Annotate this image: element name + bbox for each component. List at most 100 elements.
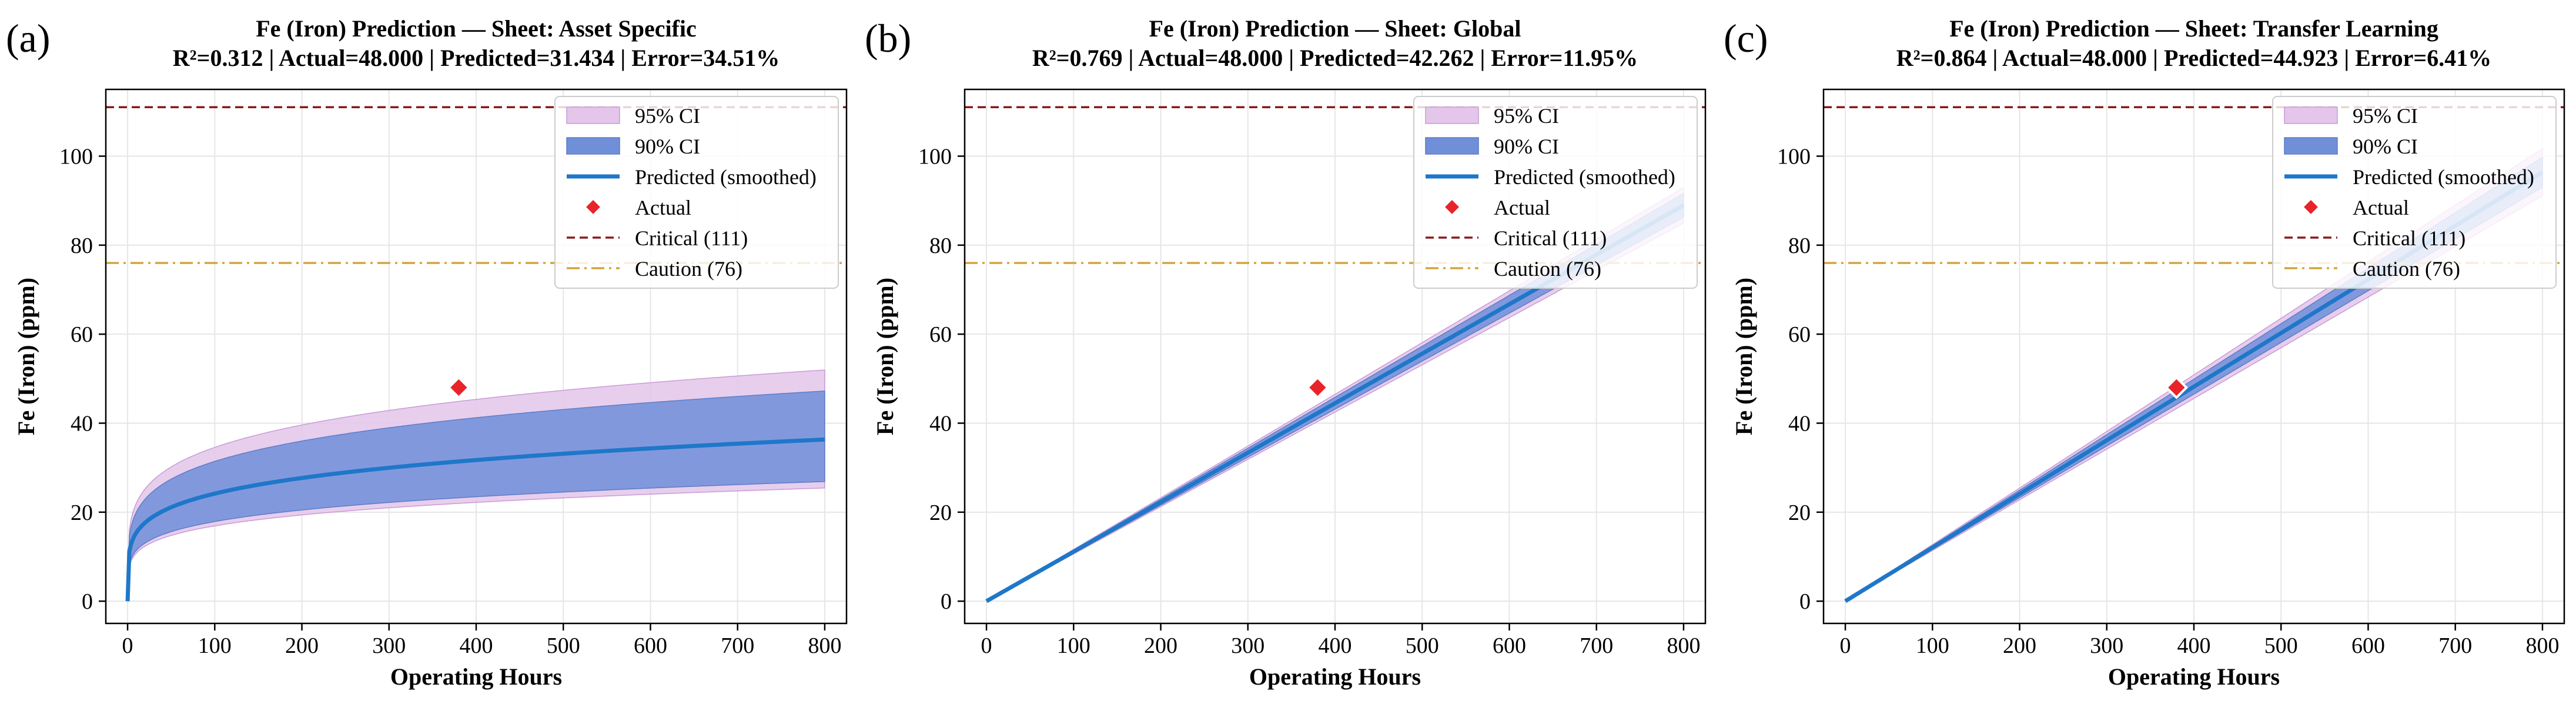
y-tick-label: 80	[71, 233, 93, 258]
x-tick-label: 0	[1840, 633, 1851, 658]
x-tick-label: 700	[721, 633, 754, 658]
legend-label: 90% CI	[635, 135, 700, 158]
chart-svg-b: (b) Fe (Iron) Prediction — Sheet: Global R…	[865, 15, 1707, 690]
chart-title: Fe (Iron) Prediction — Sheet: Asset Spec…	[256, 15, 697, 42]
x-tick-label: 300	[2090, 633, 2123, 658]
legend-swatch-ci95	[1425, 106, 1479, 124]
legend-label: Actual	[635, 196, 691, 219]
x-tick-label: 200	[1144, 633, 1177, 658]
legend-label: 90% CI	[2353, 135, 2418, 158]
panel-label: (c)	[1724, 16, 1768, 61]
x-tick-label: 800	[808, 633, 841, 658]
x-tick-label: 700	[2438, 633, 2472, 658]
y-tick-label: 100	[59, 145, 93, 169]
chart-subtitle: R²=0.769 | Actual=48.000 | Predicted=42.…	[1032, 45, 1638, 71]
y-tick-label: 20	[929, 501, 952, 525]
y-axis-label: Fe (Iron) (ppm)	[13, 278, 39, 435]
x-tick-label: 700	[1580, 633, 1613, 658]
chart-title: Fe (Iron) Prediction — Sheet: Transfer L…	[1949, 15, 2438, 42]
actual-point	[2164, 376, 2189, 399]
x-axis-label: Operating Hours	[390, 663, 562, 690]
x-tick-label: 800	[1667, 633, 1700, 658]
legend-label: Predicted (smoothed)	[635, 165, 817, 189]
legend-box	[554, 96, 839, 289]
x-tick-label: 100	[198, 633, 232, 658]
y-tick-label: 100	[1777, 145, 1811, 169]
y-tick-label: 40	[1788, 412, 1811, 436]
legend-label: 95% CI	[635, 104, 700, 128]
legend-label: 90% CI	[1494, 135, 1559, 158]
x-tick-label: 600	[2351, 633, 2385, 658]
legend-label: Caution (76)	[1494, 257, 1601, 281]
x-axis-label: Operating Hours	[1249, 663, 1421, 690]
legend-swatch-actual	[583, 197, 603, 217]
y-tick-label: 0	[941, 589, 952, 614]
legend-box	[2272, 96, 2557, 289]
legend-swatch-actual	[2301, 197, 2321, 217]
legend-swatch-ci95	[2284, 106, 2338, 124]
chart-panel-a: (a) Fe (Iron) Prediction — Sheet: Asset S…	[0, 0, 858, 704]
y-tick-label: 0	[1799, 589, 1811, 614]
legend-swatch-ci90	[1425, 137, 1479, 155]
predicted-line	[125, 437, 825, 602]
legend-swatch-ci90	[566, 137, 620, 155]
chart-subtitle: R²=0.864 | Actual=48.000 | Predicted=44.…	[1896, 45, 2491, 71]
y-tick-label: 100	[918, 145, 952, 169]
legend-box	[1413, 96, 1698, 289]
x-tick-label: 0	[981, 633, 992, 658]
x-tick-label: 200	[2003, 633, 2036, 658]
actual-point	[447, 376, 471, 399]
x-tick-label: 400	[460, 633, 493, 658]
legend-label: Critical (111)	[1494, 226, 1607, 250]
chart-title: Fe (Iron) Prediction — Sheet: Global	[1149, 15, 1521, 42]
x-tick-label: 400	[2177, 633, 2211, 658]
chart-subtitle: R²=0.312 | Actual=48.000 | Predicted=31.…	[173, 45, 780, 71]
chart-svg-a: (a) Fe (Iron) Prediction — Sheet: Asset S…	[6, 15, 848, 690]
x-tick-label: 600	[1493, 633, 1526, 658]
actual-point	[1306, 376, 1330, 399]
legend-label: Predicted (smoothed)	[2353, 165, 2534, 189]
y-axis-label: Fe (Iron) (ppm)	[1731, 278, 1757, 435]
y-tick-label: 40	[71, 412, 93, 436]
x-tick-label: 400	[1319, 633, 1352, 658]
x-tick-label: 500	[547, 633, 580, 658]
legend-label: 95% CI	[1494, 104, 1559, 128]
x-tick-label: 800	[2525, 633, 2559, 658]
x-tick-label: 600	[634, 633, 667, 658]
legend-swatch-ci90	[2284, 137, 2338, 155]
x-tick-label: 100	[1057, 633, 1090, 658]
x-tick-label: 0	[122, 633, 133, 658]
legend-swatch-actual	[1442, 197, 1462, 217]
legend-label: Critical (111)	[635, 226, 748, 250]
legend-label: Critical (111)	[2353, 226, 2465, 250]
chart-svg-c: (c) Fe (Iron) Prediction — Sheet: Transfe…	[1724, 15, 2565, 690]
y-tick-label: 80	[929, 233, 952, 258]
y-tick-label: 0	[82, 589, 93, 614]
legend-label: Actual	[2353, 196, 2409, 219]
y-tick-label: 20	[1788, 501, 1811, 525]
y-axis-label: Fe (Iron) (ppm)	[872, 278, 898, 435]
chart-panel-b: (b) Fe (Iron) Prediction — Sheet: Global R…	[859, 0, 1717, 704]
panel-label: (b)	[865, 16, 911, 61]
x-tick-label: 500	[1406, 633, 1439, 658]
y-tick-label: 20	[71, 501, 93, 525]
x-tick-label: 100	[1916, 633, 1949, 658]
ci90-band	[127, 390, 825, 602]
legend-swatch-ci95	[566, 106, 620, 124]
y-tick-label: 40	[929, 412, 952, 436]
x-tick-label: 300	[372, 633, 406, 658]
legend-label: Caution (76)	[635, 257, 742, 281]
panel-label: (a)	[6, 16, 50, 61]
chart-panel-c: (c) Fe (Iron) Prediction — Sheet: Transfe…	[1718, 0, 2576, 704]
legend-label: Caution (76)	[2353, 257, 2460, 281]
legend-label: Actual	[1494, 196, 1550, 219]
y-tick-label: 60	[929, 322, 952, 347]
x-tick-label: 200	[285, 633, 319, 658]
y-tick-label: 60	[1788, 322, 1811, 347]
legend-label: 95% CI	[2353, 104, 2418, 128]
legend-label: Predicted (smoothed)	[1494, 165, 1675, 189]
x-tick-label: 300	[1231, 633, 1264, 658]
x-axis-label: Operating Hours	[2108, 663, 2280, 690]
x-tick-label: 500	[2264, 633, 2298, 658]
y-tick-label: 80	[1788, 233, 1811, 258]
